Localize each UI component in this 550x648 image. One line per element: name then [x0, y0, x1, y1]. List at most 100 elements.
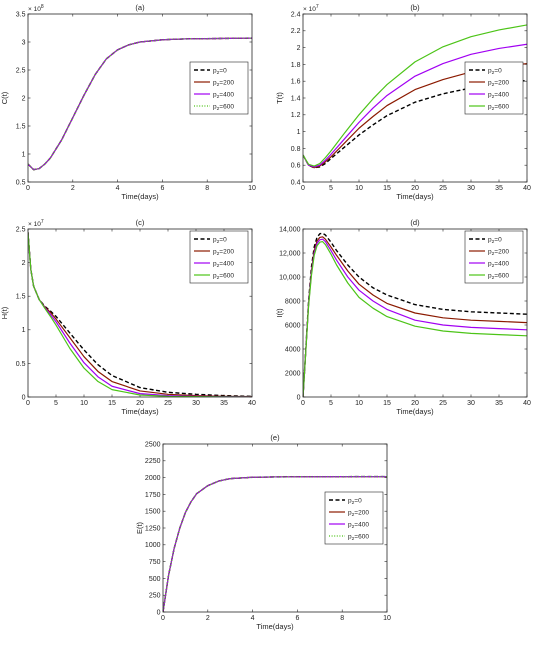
series-line-4 — [28, 232, 252, 397]
legend-value: =200 — [219, 248, 234, 255]
plot-frame — [27, 228, 253, 398]
x-tick-label: 25 — [164, 400, 172, 407]
y-tick-label: 1.2 — [291, 112, 301, 119]
x-tick-label: 6 — [160, 185, 164, 192]
x-tick-label: 4 — [116, 185, 120, 192]
legend-entry: p2=200 — [213, 248, 234, 257]
legend-sub: 2 — [492, 70, 495, 76]
y-tick-label: 2.4 — [291, 11, 301, 18]
legend-value: =400 — [494, 260, 509, 267]
legend-sub: 2 — [492, 263, 495, 269]
x-tick-label: 10 — [248, 185, 256, 192]
legend-entry: p2=200 — [488, 248, 509, 257]
legend-value: =400 — [494, 91, 509, 98]
legend-var: p — [488, 79, 492, 86]
legend-entry: p2=600 — [488, 103, 509, 112]
y-tick-label: 6000 — [285, 322, 301, 329]
x-tick-label: 8 — [340, 615, 344, 622]
y-tick-label: 1.5 — [16, 294, 26, 301]
exponent-base: × 10 — [28, 6, 41, 13]
x-tick-label: 10 — [80, 400, 88, 407]
legend-value: =600 — [354, 533, 369, 540]
y-tick-label: 1500 — [145, 509, 161, 516]
y-tick-label: 1 — [297, 129, 301, 136]
y-tick-label: 2500 — [145, 441, 161, 448]
y-tick-label: 12,000 — [279, 250, 301, 257]
legend-var: p — [213, 103, 217, 110]
x-tick-label: 35 — [220, 400, 228, 407]
y-tick-label: 2 — [22, 95, 26, 102]
legend-var: p — [488, 91, 492, 98]
x-tick-label: 2 — [71, 185, 75, 192]
y-tick-label: 1.8 — [291, 62, 301, 69]
legend-sub: 2 — [352, 524, 355, 530]
y-tick-label: 4000 — [285, 346, 301, 353]
legend-entry: p2=0 — [213, 67, 227, 76]
y-tick-label: 2.2 — [291, 28, 301, 35]
legend-var: p — [488, 260, 492, 267]
x-axis-label: Time(days) — [396, 407, 434, 416]
x-tick-label: 25 — [439, 400, 447, 407]
axis-exponent: × 108 — [28, 4, 44, 13]
legend-entry: p2=600 — [213, 272, 234, 281]
legend-var: p — [213, 236, 217, 243]
x-tick-label: 2 — [206, 615, 210, 622]
chart-panel-e: (e) 0 2 4 6 8 10 0 250 500 750 1000 1250 1500 1750 2000… — [135, 433, 391, 631]
legend-entry: p2=400 — [213, 260, 234, 269]
legend-entry: p2=200 — [213, 79, 234, 88]
y-tick-label: 0.5 — [16, 179, 26, 186]
legend-sub: 2 — [492, 239, 495, 245]
plot-frame — [302, 13, 528, 183]
y-tick-label: 2000 — [285, 370, 301, 377]
legend-value: =600 — [219, 103, 234, 110]
x-tick-label: 40 — [523, 400, 531, 407]
y-tick-label: 8000 — [285, 298, 301, 305]
x-tick-label: 6 — [295, 615, 299, 622]
legend-value: =0 — [219, 236, 227, 243]
legend-entry: p2=600 — [488, 272, 509, 281]
legend-value: =400 — [219, 260, 234, 267]
y-axis-label: E(t) — [135, 521, 144, 534]
legend-var: p — [348, 533, 352, 540]
legend-value: =400 — [354, 521, 369, 528]
legend-sub: 2 — [352, 536, 355, 542]
legend-entry: p2=0 — [488, 67, 502, 76]
legend-entry: p2=0 — [348, 497, 362, 506]
legend-box — [189, 61, 249, 115]
y-tick-label: 1.4 — [291, 95, 301, 102]
x-tick-label: 35 — [495, 400, 503, 407]
x-tick-label: 5 — [54, 400, 58, 407]
legend-var: p — [488, 103, 492, 110]
legend-sub: 2 — [217, 82, 220, 88]
axis-exponent: × 107 — [28, 219, 44, 228]
legend-entry: p2=200 — [348, 509, 369, 518]
legend-entry: p2=400 — [213, 91, 234, 100]
legend-box — [464, 230, 524, 284]
chart-panel-d: (d) 0 5 10 15 20 25 30 35 40 0 2000 4000 6000 8000 10,0… — [275, 218, 531, 416]
x-tick-label: 0 — [301, 185, 305, 192]
y-tick-label: 10,000 — [279, 274, 301, 281]
x-axis-label: Time(days) — [121, 192, 159, 201]
series-line-4 — [163, 475, 387, 612]
legend-value: =600 — [494, 103, 509, 110]
x-tick-label: 20 — [411, 185, 419, 192]
x-tick-label: 30 — [192, 400, 200, 407]
legend-sub: 2 — [352, 512, 355, 518]
series-line-4 — [28, 37, 252, 171]
legend-entry: p2=600 — [213, 103, 234, 112]
y-tick-label: 0.5 — [16, 361, 26, 368]
legend-value: =200 — [219, 79, 234, 86]
legend-var: p — [213, 67, 217, 74]
legend-sub: 2 — [492, 106, 495, 112]
exponent-power: 7 — [41, 219, 44, 225]
y-tick-label: 2 — [22, 260, 26, 267]
legend-sub: 2 — [217, 94, 220, 100]
legend-var: p — [213, 272, 217, 279]
y-tick-label: 0 — [297, 394, 301, 401]
x-tick-label: 15 — [108, 400, 116, 407]
axis-exponent: × 107 — [303, 4, 319, 13]
